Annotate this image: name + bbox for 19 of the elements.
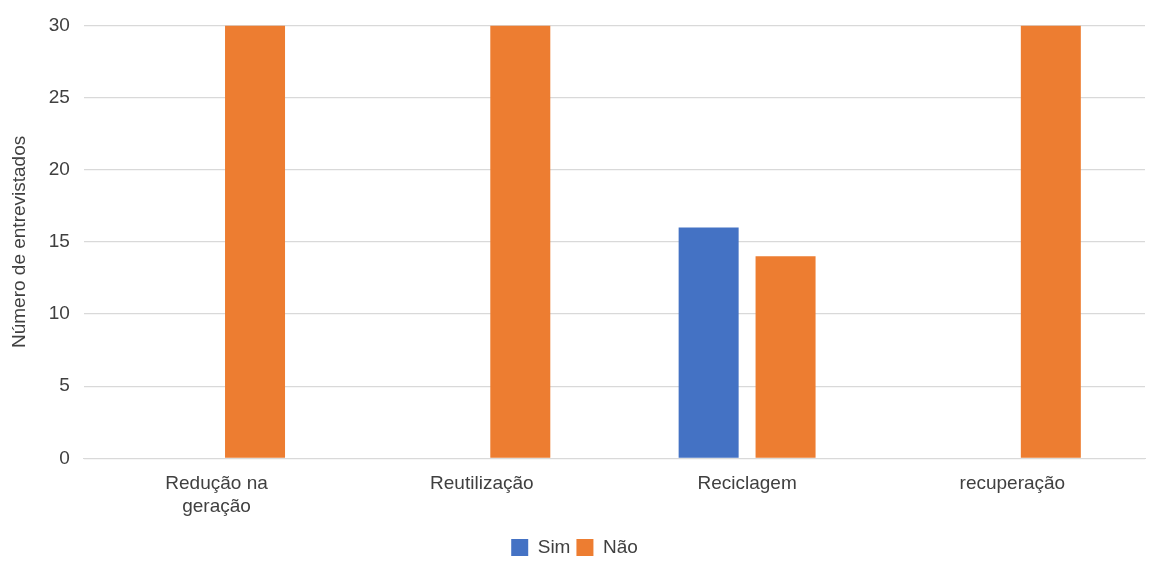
legend-label: Não xyxy=(602,535,638,557)
x-tick-label: recuperação xyxy=(959,472,1066,494)
y-tick-label: 10 xyxy=(48,302,70,324)
x-tick-label: Reutilização xyxy=(430,472,534,494)
y-tick-label: 30 xyxy=(48,13,70,35)
y-tick-label: 0 xyxy=(59,446,70,468)
bar xyxy=(755,256,816,458)
y-tick-label: 25 xyxy=(48,85,70,107)
y-tick-label: 5 xyxy=(59,374,70,396)
y-tick-label: 15 xyxy=(48,230,70,252)
bar xyxy=(1020,25,1081,458)
x-tick-label: Reciclagem xyxy=(697,472,797,494)
legend-label: Sim xyxy=(537,535,571,557)
bar xyxy=(490,25,551,458)
bar xyxy=(225,25,286,458)
y-tick-label: 20 xyxy=(48,157,70,179)
x-tick-label: Redução na geração xyxy=(165,472,269,516)
bar xyxy=(678,227,739,458)
y-axis-title: Número de entrevistados xyxy=(7,135,29,349)
